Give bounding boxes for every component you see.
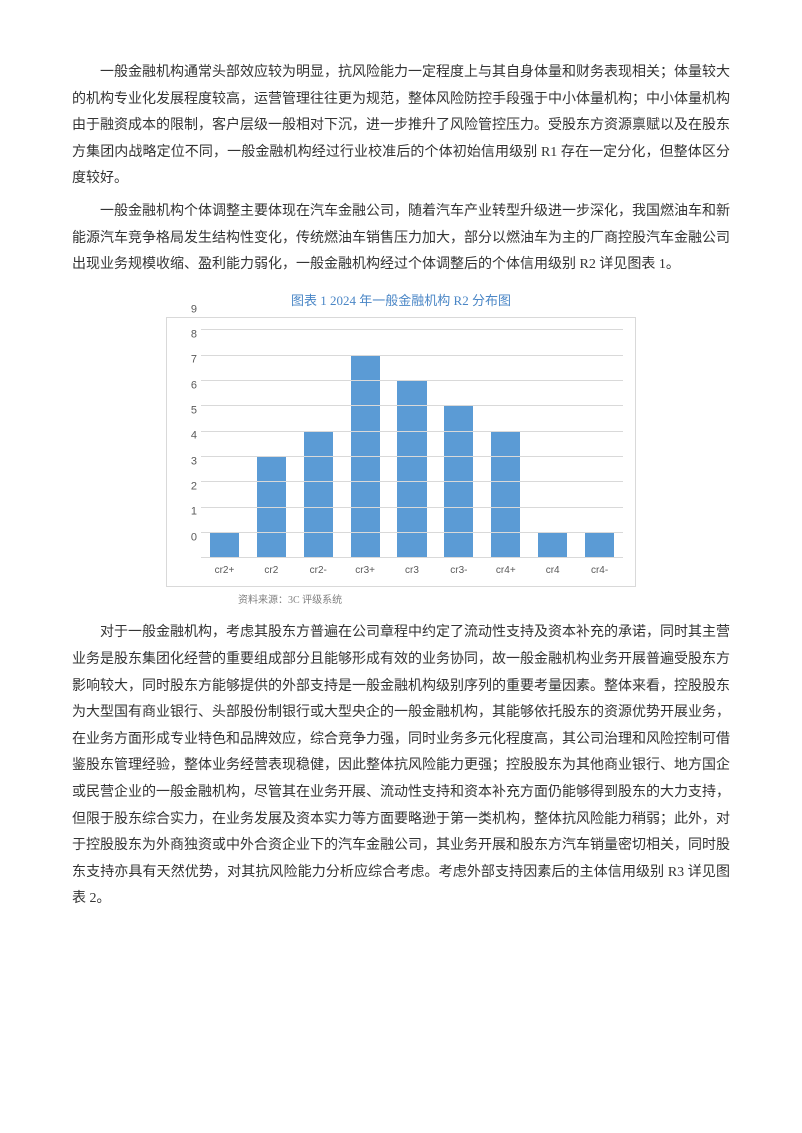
grid-line	[201, 557, 623, 558]
x-tick-label: cr2-	[295, 561, 342, 580]
x-tick-label: cr3	[389, 561, 436, 580]
bar	[585, 533, 614, 558]
y-tick-label: 9	[179, 299, 197, 320]
plot-area: 0123456789	[201, 330, 623, 558]
x-tick-label: cr3-	[435, 561, 482, 580]
bar-slot	[435, 330, 482, 558]
chart-container: 0123456789 cr2+cr2cr2-cr3+cr3cr3-cr4+cr4…	[72, 317, 730, 587]
y-tick-label: 5	[179, 400, 197, 421]
x-tick-label: cr4	[529, 561, 576, 580]
bar	[491, 432, 520, 559]
y-tick-label: 3	[179, 451, 197, 472]
grid-line	[201, 507, 623, 508]
bar-slot	[342, 330, 389, 558]
y-tick-label: 1	[179, 502, 197, 523]
bar-slot	[201, 330, 248, 558]
grid-line	[201, 431, 623, 432]
grid-line	[201, 532, 623, 533]
paragraph-2: 一般金融机构个体调整主要体现在汽车金融公司，随着汽车产业转型升级进一步深化，我国…	[72, 199, 730, 279]
x-axis: cr2+cr2cr2-cr3+cr3cr3-cr4+cr4cr4-	[201, 561, 623, 580]
paragraph-1: 一般金融机构通常头部效应较为明显，抗风险能力一定程度上与其自身体量和财务表现相关…	[72, 60, 730, 193]
grid-line	[201, 355, 623, 356]
bar	[210, 533, 239, 558]
bars-group	[201, 330, 623, 558]
bar-slot	[295, 330, 342, 558]
grid-line	[201, 405, 623, 406]
y-tick-label: 6	[179, 375, 197, 396]
y-tick-label: 0	[179, 527, 197, 548]
chart-title: 图表 1 2024 年一般金融机构 R2 分布图	[72, 289, 730, 314]
y-tick-label: 2	[179, 476, 197, 497]
grid-line	[201, 329, 623, 330]
x-tick-label: cr2	[248, 561, 295, 580]
bar	[304, 432, 333, 559]
x-tick-label: cr3+	[342, 561, 389, 580]
bar-slot	[248, 330, 295, 558]
grid-line	[201, 456, 623, 457]
bar-slot	[529, 330, 576, 558]
x-tick-label: cr4+	[482, 561, 529, 580]
bar-slot	[576, 330, 623, 558]
chart-source: 资料来源：3C 评级系统	[238, 591, 730, 610]
bar	[351, 356, 380, 559]
bar-slot	[389, 330, 436, 558]
y-tick-label: 4	[179, 426, 197, 447]
y-tick-label: 7	[179, 350, 197, 371]
x-tick-label: cr4-	[576, 561, 623, 580]
bar-slot	[482, 330, 529, 558]
grid-line	[201, 380, 623, 381]
paragraph-3: 对于一般金融机构，考虑其股东方普遍在公司章程中约定了流动性支持及资本补充的承诺，…	[72, 620, 730, 913]
x-tick-label: cr2+	[201, 561, 248, 580]
y-tick-label: 8	[179, 324, 197, 345]
bar	[538, 533, 567, 558]
bar-chart: 0123456789 cr2+cr2cr2-cr3+cr3cr3-cr4+cr4…	[166, 317, 636, 587]
grid-line	[201, 481, 623, 482]
